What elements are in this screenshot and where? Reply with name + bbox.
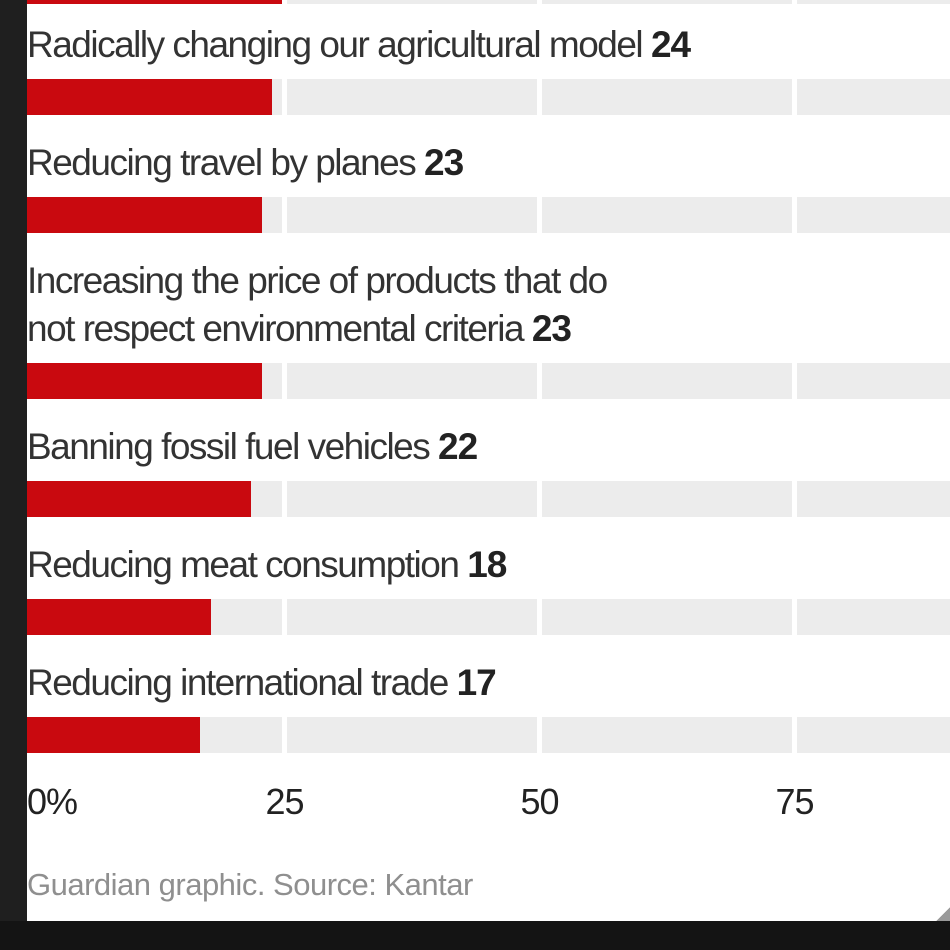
- bar-fill: [27, 717, 200, 753]
- gridline: [792, 717, 797, 753]
- gridline: [792, 197, 797, 233]
- x-axis-tick: 75: [775, 781, 814, 822]
- gridline: [537, 363, 542, 399]
- chart-row: Reducing international trade 17: [27, 659, 950, 753]
- gridline: [282, 197, 287, 233]
- bar-value-label: 23: [531, 308, 572, 349]
- gridline: [792, 0, 797, 4]
- gridline: [282, 481, 287, 517]
- bar-value-label: 23: [424, 142, 464, 183]
- bar-track: [27, 79, 950, 115]
- gridline: [792, 79, 797, 115]
- bar-label: Reducing meat consumption 18: [27, 544, 507, 585]
- gridline: [282, 599, 287, 635]
- bar-fill: [27, 79, 272, 115]
- gridline: [282, 363, 287, 399]
- gridline: [537, 599, 542, 635]
- gridline: [537, 79, 542, 115]
- bar-track: [27, 717, 950, 753]
- bar-rows: Radically changing our agricultural mode…: [27, 21, 950, 753]
- bar-fill: [27, 197, 262, 233]
- chart-row: Reducing travel by planes 23: [27, 139, 950, 233]
- bar-track: [27, 0, 950, 4]
- bar-track: [27, 481, 950, 517]
- gridline: [792, 481, 797, 517]
- gridline: [282, 717, 287, 753]
- left-letterbox: [0, 0, 27, 950]
- cropped-top-bar: [27, 0, 950, 4]
- gridline: [282, 0, 287, 4]
- corner-fold-icon: [936, 907, 950, 921]
- bar-fill: [27, 363, 262, 399]
- bar-label: Reducing travel by planes 23: [27, 142, 464, 183]
- chart-row: Increasing the price of products that do…: [27, 257, 950, 399]
- gridline: [537, 481, 542, 517]
- chart-content: Radically changing our agricultural mode…: [27, 0, 950, 921]
- chart-row: Banning fossil fuel vehicles 22: [27, 423, 950, 517]
- bar-label: Reducing international trade 17: [27, 662, 497, 703]
- gridline: [537, 0, 542, 4]
- gridline: [537, 197, 542, 233]
- source-caption: Guardian graphic. Source: Kantar: [27, 867, 473, 902]
- bar-fill: [27, 481, 251, 517]
- chart-row: Reducing meat consumption 18: [27, 541, 950, 635]
- x-axis-tick: 0%: [27, 781, 78, 822]
- gridline: [537, 717, 542, 753]
- bar-fill: [27, 599, 211, 635]
- gridline: [792, 599, 797, 635]
- bar-label: Banning fossil fuel vehicles 22: [27, 426, 478, 467]
- bottom-letterbox: [0, 921, 950, 950]
- x-axis-tick: 25: [265, 781, 304, 822]
- bar-value-label: 24: [650, 24, 691, 65]
- bar-label: Increasing the price of products that do…: [27, 260, 608, 349]
- x-axis: 0% 25 50 75: [27, 777, 950, 827]
- bar-value-label: 18: [467, 544, 507, 585]
- bar-track: [27, 599, 950, 635]
- gridline: [792, 363, 797, 399]
- chart-row: Radically changing our agricultural mode…: [27, 21, 950, 115]
- bar-value-label: 17: [456, 662, 497, 703]
- bar-track: [27, 363, 950, 399]
- bar-track: [27, 197, 950, 233]
- x-axis-tick: 50: [520, 781, 559, 822]
- bar-label: Radically changing our agricultural mode…: [27, 24, 691, 65]
- bar-fill: [27, 0, 284, 4]
- bar-value-label: 22: [438, 426, 478, 467]
- gridline: [282, 79, 287, 115]
